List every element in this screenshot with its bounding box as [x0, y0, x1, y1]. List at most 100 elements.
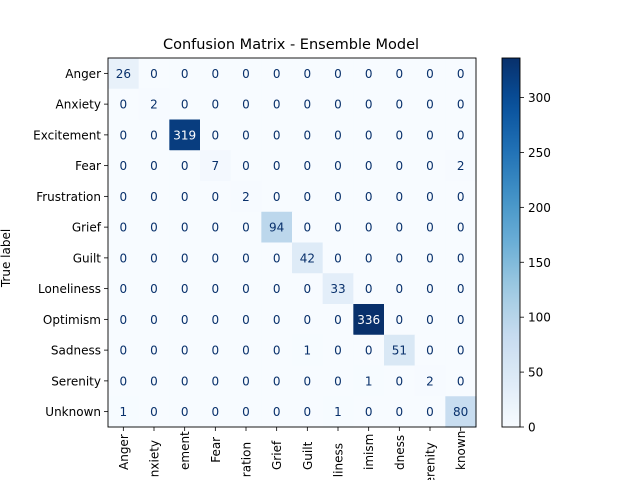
heatmap-cell — [353, 365, 385, 397]
heatmap-cell — [445, 119, 477, 151]
x-tick-label: Grief — [270, 440, 284, 470]
heatmap-cell — [200, 396, 232, 428]
y-tick-label: Anxiety — [56, 98, 101, 112]
heatmap-cell — [169, 396, 201, 428]
cell-value: 0 — [273, 159, 281, 173]
cell-value: 0 — [426, 159, 434, 173]
cell-value: 319 — [173, 128, 196, 142]
heatmap-cell — [353, 396, 385, 428]
cell-value: 0 — [150, 159, 158, 173]
heatmap-cell — [138, 211, 170, 244]
y-tick-label: Loneliness — [38, 282, 101, 296]
cell-value: 0 — [365, 251, 373, 265]
cell-value: 0 — [273, 251, 281, 265]
heatmap-cell — [384, 365, 416, 397]
cell-value: 0 — [457, 221, 465, 235]
y-tick-labels: Anger Anxiety Excitement Fear Frustration Gri… — [33, 67, 108, 419]
colorbar-tick-label: 200 — [528, 201, 551, 215]
heatmap-cell — [384, 334, 416, 367]
y-tick-label: Optimism — [43, 313, 101, 327]
cell-value: 0 — [304, 282, 312, 296]
heatmap-cell — [230, 365, 262, 397]
cell-value: 0 — [150, 282, 158, 296]
cell-value: 0 — [212, 128, 220, 142]
heatmap-cell — [200, 242, 232, 274]
heatmap-cell — [230, 211, 262, 244]
cell-value: 0 — [150, 344, 158, 358]
cell-value: 0 — [457, 98, 465, 112]
heatmap-cell — [414, 211, 446, 244]
heatmap-cell — [322, 242, 354, 274]
heatmap-cell — [445, 181, 477, 213]
colorbar-tick-label: 0 — [528, 421, 536, 435]
cell-value: 0 — [426, 282, 434, 296]
cell-value: 0 — [150, 221, 158, 235]
cell-value: 0 — [181, 67, 189, 81]
cell-value: 0 — [181, 405, 189, 419]
heatmap-cell — [230, 334, 262, 367]
heatmap-cell — [292, 304, 324, 336]
heatmap-cell — [384, 211, 416, 244]
heatmap-cell — [108, 88, 140, 121]
heatmap-cell — [108, 150, 140, 182]
heatmap-cell — [292, 273, 324, 305]
cell-value: 0 — [457, 251, 465, 265]
cell-value: 0 — [334, 313, 342, 327]
heatmap-cell — [108, 396, 140, 428]
heatmap-cell — [292, 365, 324, 397]
cell-value: 0 — [120, 159, 128, 173]
heatmap-cell — [261, 181, 293, 213]
heatmap-cell — [414, 273, 446, 305]
x-tick-label: dness — [393, 435, 407, 470]
heatmap-cell — [138, 304, 170, 336]
cell-value: 0 — [212, 374, 220, 388]
cell-value: 0 — [426, 190, 434, 204]
heatmap-cell — [353, 334, 385, 367]
cell-value: 2 — [150, 98, 158, 112]
matrix-frame — [107, 57, 477, 428]
cell-value: 0 — [212, 251, 220, 265]
heatmap-cell — [353, 211, 385, 244]
cell-value: 0 — [273, 98, 281, 112]
heatmap-cell — [230, 88, 262, 121]
cell-value: 0 — [181, 159, 189, 173]
colorbar-tick-label: 250 — [528, 146, 551, 160]
heatmap-cell — [414, 88, 446, 121]
cell-value: 0 — [181, 190, 189, 204]
cell-value: 0 — [365, 190, 373, 204]
heatmap-cell — [322, 58, 354, 90]
heatmap-cell — [169, 304, 201, 336]
heatmap-cell — [261, 365, 293, 397]
heatmap-cell — [445, 365, 477, 397]
cell-value: 0 — [181, 282, 189, 296]
heatmap-cell — [138, 119, 170, 151]
heatmap-cell — [200, 334, 232, 367]
cell-value: 0 — [304, 128, 312, 142]
heatmap-cell — [261, 334, 293, 367]
heatmap-cell — [322, 211, 354, 244]
cell-value: 0 — [273, 128, 281, 142]
heatmap-cell — [353, 242, 385, 274]
heatmap-cell — [414, 242, 446, 274]
heatmap-cell — [108, 273, 140, 305]
cell-value: 0 — [120, 251, 128, 265]
heatmap-cell — [384, 273, 416, 305]
cell-value: 2 — [457, 159, 465, 173]
cell-value: 0 — [457, 128, 465, 142]
cell-value: 0 — [120, 128, 128, 142]
heatmap-cell — [108, 334, 140, 367]
cell-value: 0 — [457, 67, 465, 81]
heatmap-cell — [230, 273, 262, 305]
heatmap-cell — [353, 88, 385, 121]
heatmap-cell — [414, 334, 446, 367]
heatmap-cell — [322, 334, 354, 367]
heatmap-cell — [169, 119, 201, 151]
colorbar-tick-label: 300 — [528, 91, 551, 105]
heatmap-cell — [261, 304, 293, 336]
heatmap-cell — [230, 396, 262, 428]
cell-value: 0 — [273, 282, 281, 296]
colorbar-ticks: 0 50 100 150 200 250 300 — [520, 91, 551, 435]
cell-value: 0 — [242, 344, 250, 358]
cell-value: 26 — [116, 67, 131, 81]
y-tick-label: Frustration — [36, 190, 101, 204]
